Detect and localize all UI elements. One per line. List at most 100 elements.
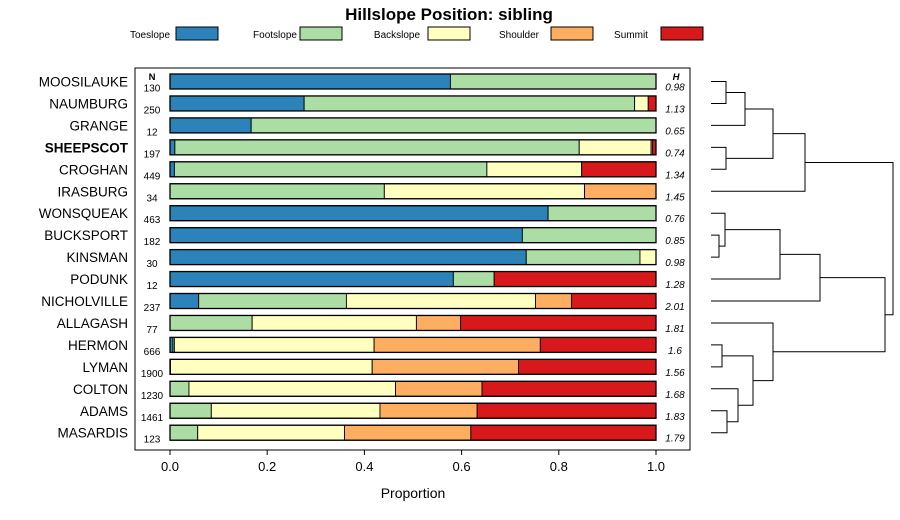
bar-outline-lyman [169,358,657,376]
row-label-nicholville: NICHOLVILLE [41,294,128,309]
bar-segment-wonsqueak-footslope [547,205,657,222]
dendrogram-link-0 [711,81,727,104]
n-column-header: N [149,72,156,83]
bar-segment-adams-shoulder [379,402,478,419]
dendrogram-link-8 [711,253,821,302]
bar-segment-masardis-shoulder [344,424,472,441]
row-label-sheepscot: SHEEPSCOT [45,140,129,155]
bar-segment-bucksport-footslope [521,227,657,244]
dendrogram-link-13 [711,322,774,382]
x-tick-label-5: 1.0 [647,459,665,474]
h-value-croghan: 1.34 [665,170,685,181]
n-value-grange: 12 [146,127,158,138]
bar-segment-allagash-footslope [169,315,253,331]
row-label-allagash: ALLAGASH [57,316,128,331]
h-value-lyman: 1.56 [665,368,685,379]
bar-outline-adams [169,402,657,419]
legend-swatch-backslope [427,26,471,41]
h-value-grange: 0.65 [665,126,685,137]
row-label-wonsqueak: WONSQUEAK [39,206,128,221]
row-label-podunk: PODUNK [70,272,128,287]
n-value-irasburg: 34 [146,193,158,204]
bar-segment-irasburg-footslope [169,183,385,200]
h-column-header: H [673,72,681,83]
dendrogram-link-3 [726,108,774,159]
dendrogram [711,81,894,434]
n-value-sheepscot: 197 [144,149,161,160]
legend-label-footslope: Footslope [253,30,297,41]
bar-segment-irasburg-backslope [383,183,586,200]
bar-segment-moosilauke-toeslope [169,73,451,90]
bar-segment-moosilauke-footslope [449,73,657,90]
bar-segment-sheepscot-footslope [174,139,580,156]
bar-segment-lyman-summit [518,358,657,375]
bar-outline-colton [169,380,657,397]
x-axis: 0.0 0.2 0.4 0.6 0.8 1.0 [161,450,665,474]
bar-segment-bucksport-toeslope [169,227,523,244]
bar-segment-grange-footslope [250,117,657,134]
bar-segment-allagash-summit [460,315,657,331]
bar-segment-croghan-summit [581,161,657,178]
row-label-adams: ADAMS [80,404,128,419]
bar-segment-lyman-backslope [170,358,373,375]
legend-swatch-summit [660,26,704,41]
bar-segment-kinsman-footslope [525,249,641,266]
row-label-masardis: MASARDIS [57,426,128,441]
bar-segment-croghan-toeslope [169,161,175,178]
bar-segment-croghan-footslope [173,161,488,178]
bar-rows: MOOSILAUKE 130 0.98 NAUMBURG 250 1.13 GRANGE 12… [39,73,685,446]
bar-segment-adams-backslope [210,402,381,419]
bar-segment-colton-footslope [169,380,190,397]
bar-segment-allagash-backslope [251,315,417,331]
h-value-colton: 1.68 [665,390,685,401]
n-value-colton: 1230 [141,391,164,402]
n-value-bucksport: 182 [144,237,161,248]
bar-segment-nicholville-backslope [345,293,536,309]
row-label-hermon: HERMON [68,338,128,353]
bar-outline-allagash [169,314,657,332]
bar-segment-sheepscot-toeslope [169,139,176,156]
row-label-moosilauke: MOOSILAUKE [39,75,128,90]
legend-label-toeslope: Toeslope [130,30,170,41]
dendrogram-link-2 [711,146,727,170]
bar-segment-naumburg-toeslope [169,95,305,112]
bar-segment-hermon-backslope [173,336,375,353]
h-value-hermon: 1.6 [668,346,682,357]
legend-label-backslope: Backslope [374,30,421,41]
row-label-lyman: LYMAN [82,360,128,375]
dendrogram-link-7 [711,229,781,280]
h-value-allagash: 1.81 [665,324,684,335]
n-value-masardis: 123 [144,435,161,446]
n-value-naumburg: 250 [144,105,161,116]
bar-segment-kinsman-toeslope [169,249,527,266]
bar-segment-colton-summit [481,380,657,397]
n-value-wonsqueak: 463 [144,215,161,226]
h-value-masardis: 1.79 [665,434,685,445]
bar-segment-masardis-summit [470,424,657,441]
dendrogram-link-1 [711,91,746,126]
dendrogram-link-9 [711,344,723,368]
bar-segment-naumburg-summit [647,95,657,112]
bar-outline-irasburg [169,183,657,200]
dendrogram-link-11 [711,388,739,423]
h-value-irasburg: 1.45 [665,192,685,203]
bar-outline-moosilauke [169,73,657,90]
dendrogram-link-5 [711,234,720,258]
h-value-bucksport: 0.85 [665,236,685,247]
bar-outline-croghan [169,161,657,178]
row-label-bucksport: BUCKSPORT [44,228,128,243]
dendrogram-link-14 [773,277,886,353]
bar-outline-bucksport [169,226,657,244]
row-label-kinsman: KINSMAN [66,250,128,265]
bar-outline-hermon [169,336,657,354]
bar-segment-colton-backslope [188,380,396,397]
bar-outline-nicholville [169,292,657,310]
h-value-sheepscot: 0.74 [665,148,685,159]
bar-segment-nicholville-toeslope [169,293,200,309]
x-tick-label-2: 0.4 [355,459,373,474]
n-value-hermon: 666 [144,347,161,358]
legend-swatch-shoulder [550,26,594,41]
h-value-podunk: 1.28 [665,280,685,291]
dendrogram-link-10 [711,410,728,434]
